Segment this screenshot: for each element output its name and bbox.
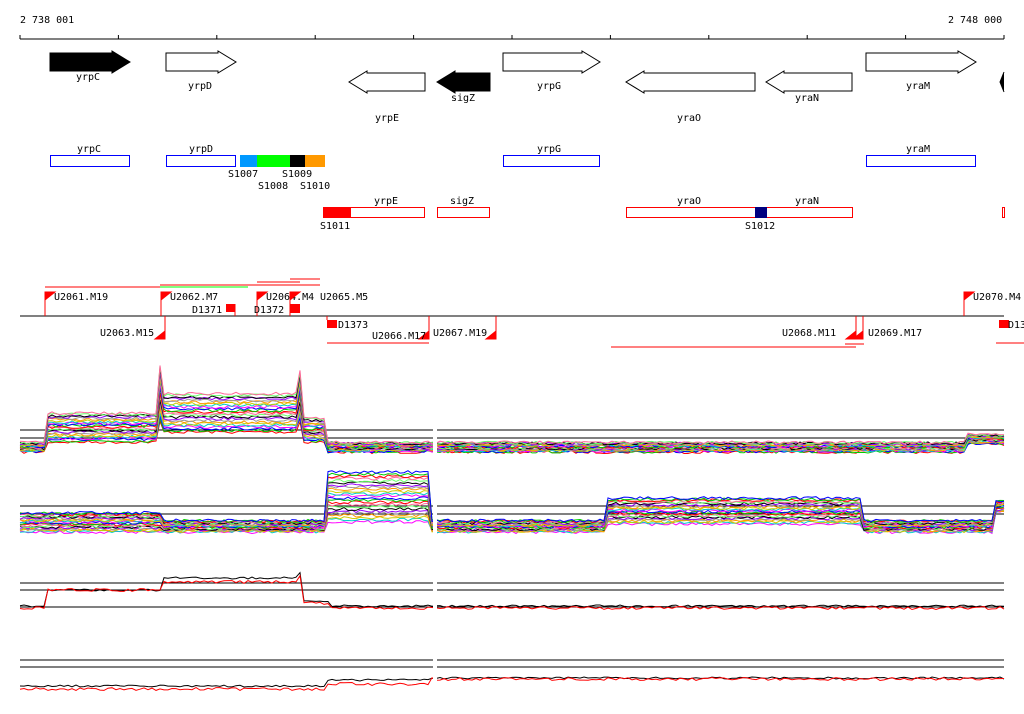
segment-S1007[interactable]	[240, 155, 257, 167]
gene-label: yrpD	[188, 81, 212, 92]
gene-arrow-sigZ[interactable]	[436, 70, 491, 94]
forward-box-yrpD[interactable]	[166, 155, 236, 167]
segment-S1008[interactable]	[257, 155, 290, 167]
reverse-box-yraO-yraN[interactable]	[626, 207, 853, 218]
gene-arrow-yrpE[interactable]	[348, 70, 426, 94]
ruler-end-label: 2 748 000	[948, 15, 1002, 26]
feature-label: D1371	[192, 305, 222, 316]
segment-label: S1008	[258, 181, 288, 192]
gene-label: yraN	[795, 93, 819, 104]
box-label: yraN	[795, 196, 819, 207]
gene-arrow-yrpD[interactable]	[165, 50, 237, 74]
box-label: yraO	[677, 196, 701, 207]
feature-D1371[interactable]	[226, 304, 235, 312]
feature-label: U2068.M11	[782, 328, 836, 339]
segment-label: S1010	[300, 181, 330, 192]
feature-label: U2067.M19	[433, 328, 487, 339]
gene-arrow-partial[interactable]	[999, 71, 1005, 93]
segment-S1012[interactable]	[755, 207, 767, 218]
feature-track: U2061.M19 U2062.M7 D1371 U2064.M4 D1372 …	[20, 278, 1024, 348]
feature-flag-U2062[interactable]	[160, 291, 173, 316]
ruler-start-label: 2 738 001	[20, 15, 74, 26]
segment-S1011[interactable]	[323, 207, 351, 218]
gene-arrow-yraN[interactable]	[765, 70, 853, 94]
feature-label: D13	[1008, 320, 1024, 331]
segment-label: S1007	[228, 169, 258, 180]
feature-label: U2066.M17	[372, 331, 426, 342]
expression-trace	[19, 470, 1005, 523]
feature-flag-U2066[interactable]	[417, 316, 430, 340]
track-gap	[433, 420, 437, 710]
feature-flag-U2067[interactable]	[484, 316, 497, 340]
expression-trace	[20, 481, 1005, 526]
forward-box-yrpC[interactable]	[50, 155, 130, 167]
expression-trace	[19, 574, 1005, 611]
feature-label: U2063.M15	[100, 328, 154, 339]
expression-trace	[19, 491, 1005, 528]
feature-flag-U2070[interactable]	[963, 291, 976, 316]
feature-D1373[interactable]	[327, 320, 337, 328]
feature-label: U2061.M19	[54, 292, 108, 303]
feature-label: U2070.M4	[973, 292, 1021, 303]
expression-trace	[19, 368, 1005, 446]
reverse-box-sigZ[interactable]	[437, 207, 490, 218]
box-label: yrpC	[77, 144, 101, 155]
expression-trace	[19, 374, 1005, 447]
feature-D1372[interactable]	[290, 304, 300, 313]
coordinate-ruler	[19, 35, 1005, 40]
gene-arrow-yraO[interactable]	[625, 70, 756, 94]
forward-segments-track: yrpC yrpD S1007 S1008 S1009 S1010 yrpG y…	[50, 144, 976, 192]
forward-box-yraM[interactable]	[866, 155, 976, 167]
expression-tracks	[19, 365, 1005, 710]
box-label: yrpG	[537, 144, 561, 155]
segment-label: S1012	[745, 221, 775, 232]
segment-label: S1011	[320, 221, 350, 232]
feature-label: U2062.M7	[170, 292, 218, 303]
expression-trace	[19, 388, 1005, 449]
reverse-box-partial[interactable]	[1002, 207, 1005, 218]
gene-label: yraO	[677, 113, 701, 124]
feature-label: D1372	[254, 305, 284, 316]
gene-label: yrpC	[76, 72, 100, 83]
gene-label: sigZ	[451, 93, 475, 104]
feature-label: U2065.M5	[320, 292, 368, 303]
gene-arrow-yrpC[interactable]	[49, 50, 131, 74]
expression-trace	[19, 387, 1005, 449]
gene-label: yrpG	[537, 81, 561, 92]
expression-trace	[19, 366, 1005, 445]
box-label: sigZ	[450, 196, 474, 207]
box-label: yrpD	[189, 144, 213, 155]
feature-flag-U2061[interactable]	[44, 291, 57, 316]
segment-S1009[interactable]	[290, 155, 305, 167]
feature-flag-U2068[interactable]	[844, 316, 857, 340]
expression-trace	[19, 371, 1005, 446]
feature-flag-U2069[interactable]	[851, 316, 864, 340]
feature-flag-U2065[interactable]	[289, 291, 302, 316]
segment-label: S1009	[282, 169, 312, 180]
gene-arrows-track: yrpC yrpD yrpE sigZ yrpG yraO yraN yraM	[49, 50, 1005, 124]
feature-label: D1373	[338, 320, 368, 331]
reverse-segments-track: yrpE S1011 sigZ yraO yraN S1012	[320, 196, 1005, 232]
gene-label: yrpE	[375, 113, 399, 124]
feature-D13[interactable]	[999, 320, 1009, 328]
expression-trace	[19, 483, 1005, 526]
feature-label: U2069.M17	[868, 328, 922, 339]
gene-arrow-yrpG[interactable]	[502, 50, 601, 74]
gene-label: yraM	[906, 81, 930, 92]
expression-trace	[19, 378, 1005, 448]
expression-trace	[19, 571, 1005, 608]
expression-trace	[19, 676, 1005, 691]
box-label: yrpE	[374, 196, 398, 207]
feature-flag-U2064[interactable]	[256, 291, 269, 316]
forward-box-yrpG[interactable]	[503, 155, 600, 167]
feature-flag-U2063[interactable]	[153, 316, 166, 340]
segment-S1010[interactable]	[305, 155, 325, 167]
expression-trace	[19, 365, 1005, 445]
box-label: yraM	[906, 144, 930, 155]
gene-arrow-yraM[interactable]	[865, 50, 977, 74]
